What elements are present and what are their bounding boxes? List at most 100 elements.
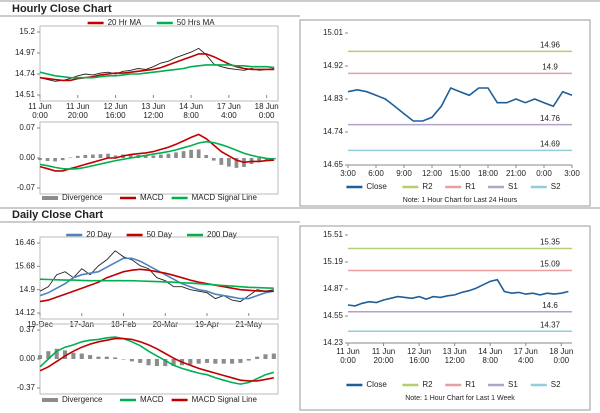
y-tick-label: 14.51 bbox=[15, 90, 36, 99]
divergence-bar bbox=[75, 155, 80, 158]
divergence-bar bbox=[121, 359, 126, 360]
series-line bbox=[39, 268, 274, 303]
x-tick-label-box: 11 Jun 20:00 bbox=[371, 347, 396, 365]
divergence-bar bbox=[234, 158, 239, 168]
divergence-bar bbox=[68, 157, 73, 159]
legend-label: MACD bbox=[140, 193, 164, 202]
x-tick-label: 13 Jun 12:00 bbox=[442, 347, 467, 365]
series-line bbox=[39, 257, 274, 300]
series-line bbox=[39, 336, 275, 385]
panel-border bbox=[299, 225, 591, 411]
legend-swatch bbox=[42, 398, 58, 402]
legend-label: R2 bbox=[422, 380, 433, 389]
legend-label: 50 Hrs MA bbox=[177, 18, 215, 27]
x-tick-label-box: 12 Jun 16:00 bbox=[103, 102, 128, 120]
x-tick-label-box: 21-May bbox=[235, 320, 262, 329]
y-tick-label: 15.01 bbox=[323, 28, 344, 37]
y-tick-label: 15.51 bbox=[323, 230, 344, 239]
divergence-bar bbox=[53, 158, 57, 162]
divergence-bar bbox=[71, 352, 76, 359]
plot-frame bbox=[39, 236, 279, 320]
y-tick-label: 0.37 bbox=[19, 325, 35, 334]
series-line bbox=[39, 250, 274, 303]
series-line bbox=[39, 47, 275, 82]
x-tick-label: 18:00 bbox=[477, 169, 499, 178]
divergence-bar bbox=[159, 154, 163, 158]
x-tick-label: 17 Jun 4:00 bbox=[216, 102, 241, 120]
legend-label: 20 Hr MA bbox=[108, 18, 142, 27]
divergence-bar bbox=[196, 359, 201, 364]
x-tick-label-box: 13 Jun 12:00 bbox=[141, 102, 165, 120]
y-tick-label: 16.46 bbox=[15, 238, 36, 247]
divergence-bar bbox=[63, 350, 68, 359]
divergence-bar bbox=[38, 158, 42, 161]
x-tick-label-box: 12 Jun 16:00 bbox=[407, 347, 431, 365]
y-tick-label: 0.00 bbox=[19, 354, 35, 363]
divergence-bar bbox=[60, 158, 65, 161]
x-tick-label-box: 18:00 bbox=[477, 169, 499, 178]
x-tick-label: 14 Jun 8:00 bbox=[478, 347, 503, 365]
y-tick-label: 15.2 bbox=[19, 27, 35, 36]
x-tick-label: 12 Jun 16:00 bbox=[103, 102, 128, 120]
divergence-bar bbox=[83, 155, 88, 158]
divergence-bar bbox=[230, 359, 235, 364]
y-tick-label: 14.97 bbox=[15, 48, 36, 57]
x-tick-label-box: 17 Jun 4:00 bbox=[514, 347, 538, 365]
divergence-bar bbox=[181, 151, 186, 158]
legend-label: S1 bbox=[508, 380, 518, 389]
divergence-bar bbox=[154, 359, 159, 367]
x-tick-label-box: 3:00 bbox=[564, 169, 580, 178]
divergence-bar bbox=[138, 359, 143, 363]
y-tick-label: 14.65 bbox=[323, 160, 344, 169]
y-tick-label: 0.00 bbox=[19, 153, 35, 162]
x-tick-label: 11 Jun 20:00 bbox=[371, 347, 396, 365]
chart-note: Note: 1 Hour Chart for Last 24 Hours bbox=[403, 197, 518, 204]
legend-label: S2 bbox=[551, 182, 561, 191]
level-label: 15.09 bbox=[540, 260, 561, 269]
legend-label: MACD bbox=[140, 395, 164, 404]
series-line bbox=[347, 278, 569, 307]
divergence-bar bbox=[113, 357, 118, 359]
divergence-bar bbox=[227, 158, 231, 167]
x-tick-label-box: 14 Jun 8:00 bbox=[478, 347, 503, 365]
y-tick-label: 15.19 bbox=[323, 257, 344, 266]
divergence-bar bbox=[213, 359, 218, 364]
divergence-bar bbox=[257, 158, 261, 163]
y-tick-label: 14.23 bbox=[323, 338, 344, 347]
legend-label: 20 Day bbox=[86, 230, 111, 239]
section-title: Hourly Close Chart bbox=[12, 3, 112, 15]
divergence-bar bbox=[204, 359, 210, 363]
x-tick-label: 3:00 bbox=[564, 169, 580, 178]
legend-swatch bbox=[42, 196, 58, 200]
x-tick-label-box: 17 Jun 4:00 bbox=[216, 102, 241, 120]
x-tick-label: 9:00 bbox=[396, 169, 412, 178]
divergence-bar bbox=[211, 158, 216, 161]
legend-label: S2 bbox=[551, 380, 561, 389]
divergence-bar bbox=[113, 155, 118, 158]
x-tick-label-box: 18 Jun 0:00 bbox=[549, 347, 573, 365]
divergence-bar bbox=[188, 359, 193, 365]
level-label: 14.37 bbox=[540, 320, 561, 329]
divergence-bar bbox=[219, 158, 224, 165]
level-label: 14.69 bbox=[540, 139, 561, 148]
series-line bbox=[39, 64, 275, 79]
x-tick-label-box: 6:00 bbox=[368, 169, 384, 178]
series-line bbox=[39, 337, 274, 382]
x-tick-label-box: 11 Jun 0:00 bbox=[28, 102, 51, 120]
x-tick-label: 14 Jun 8:00 bbox=[179, 102, 204, 120]
legend-label: Close bbox=[366, 182, 387, 191]
y-tick-label: 14.12 bbox=[15, 308, 36, 317]
divergence-bar bbox=[98, 154, 103, 158]
divergence-bar bbox=[263, 354, 268, 359]
plot-frame bbox=[39, 25, 279, 102]
x-tick-label-box: 3:00 bbox=[340, 169, 356, 178]
y-tick-label: 15.68 bbox=[15, 261, 36, 270]
y-tick-label: 14.55 bbox=[323, 311, 344, 320]
legend-label: MACD Signal Line bbox=[192, 193, 258, 202]
level-label: 14.9 bbox=[542, 62, 558, 71]
x-tick-label: 15:00 bbox=[449, 169, 471, 178]
x-tick-label: 3:00 bbox=[340, 169, 356, 178]
level-label: 14.96 bbox=[540, 40, 561, 49]
y-tick-label: 0.07 bbox=[19, 123, 35, 132]
divergence-bar bbox=[104, 356, 109, 359]
